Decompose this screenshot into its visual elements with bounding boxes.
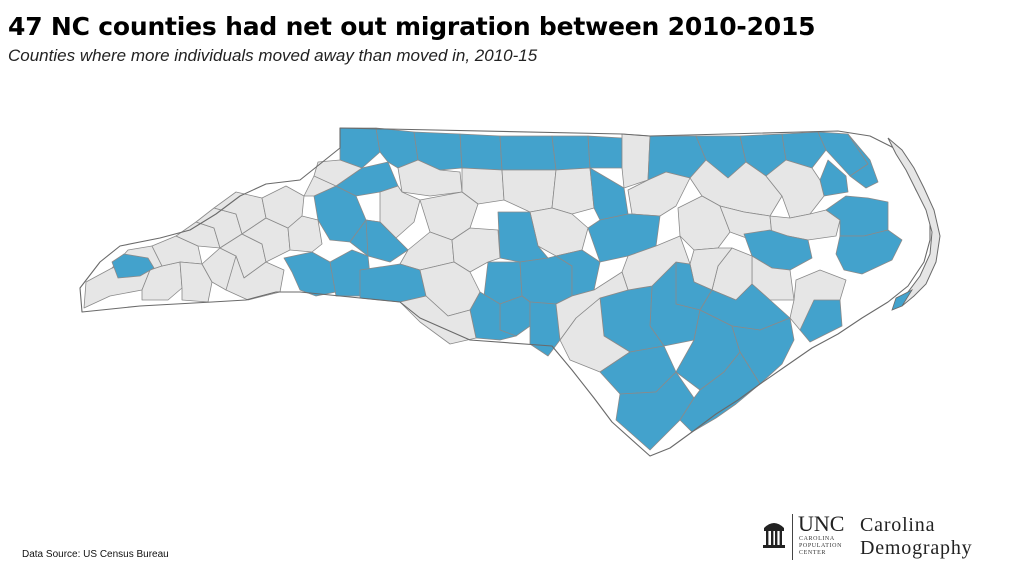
county-25 [413, 131, 463, 171]
county-72 [529, 301, 561, 357]
logo-population: POPULATION [799, 543, 843, 549]
county-50 [835, 229, 903, 275]
county-42 [589, 167, 629, 221]
county-34 [781, 131, 827, 169]
county-38 [397, 159, 463, 197]
logo-carolina-word: Carolina [860, 514, 936, 536]
logo-center: CENTER [799, 550, 826, 556]
county-41 [551, 167, 595, 215]
outer-banks-tip [891, 289, 914, 311]
county-83 [359, 263, 427, 303]
county-67 [529, 207, 589, 257]
county-29 [587, 135, 623, 169]
county-27 [499, 135, 557, 171]
logo-carolina-small: CAROLINA [799, 536, 835, 542]
county-45 [765, 159, 825, 219]
county-26 [459, 133, 503, 171]
county-30 [621, 133, 651, 189]
page-subtitle: Counties where more individuals moved aw… [8, 46, 538, 65]
county-layer [83, 127, 903, 451]
county-46 [677, 195, 731, 251]
county-39 [461, 167, 505, 205]
county-71 [499, 295, 531, 337]
outer-banks [887, 137, 941, 307]
data-source-note: Data Source: US Census Bureau [22, 549, 169, 560]
logo-unc-text: UNC [798, 511, 845, 536]
county-37 [819, 159, 849, 197]
county-11 [225, 255, 285, 301]
county-4 [111, 253, 155, 279]
logo-divider [792, 514, 793, 560]
county-36 [847, 133, 879, 189]
page-title: 47 NC counties had net out migration bet… [8, 12, 816, 41]
county-53 [799, 299, 843, 343]
old-well-icon [763, 523, 785, 548]
county-22 [339, 127, 381, 169]
logo-demography-word: Demography [860, 537, 973, 559]
unc-carolina-demography-logo: UNC CAROLINA POPULATION CENTER Carolina … [762, 512, 1014, 564]
county-23 [313, 159, 363, 187]
county-66 [679, 351, 761, 433]
county-82 [555, 271, 629, 341]
county-24 [375, 127, 419, 169]
county-14 [283, 251, 337, 297]
county-70 [519, 255, 573, 305]
county-28 [551, 135, 591, 171]
county-40 [501, 169, 557, 213]
county-18 [287, 215, 323, 253]
